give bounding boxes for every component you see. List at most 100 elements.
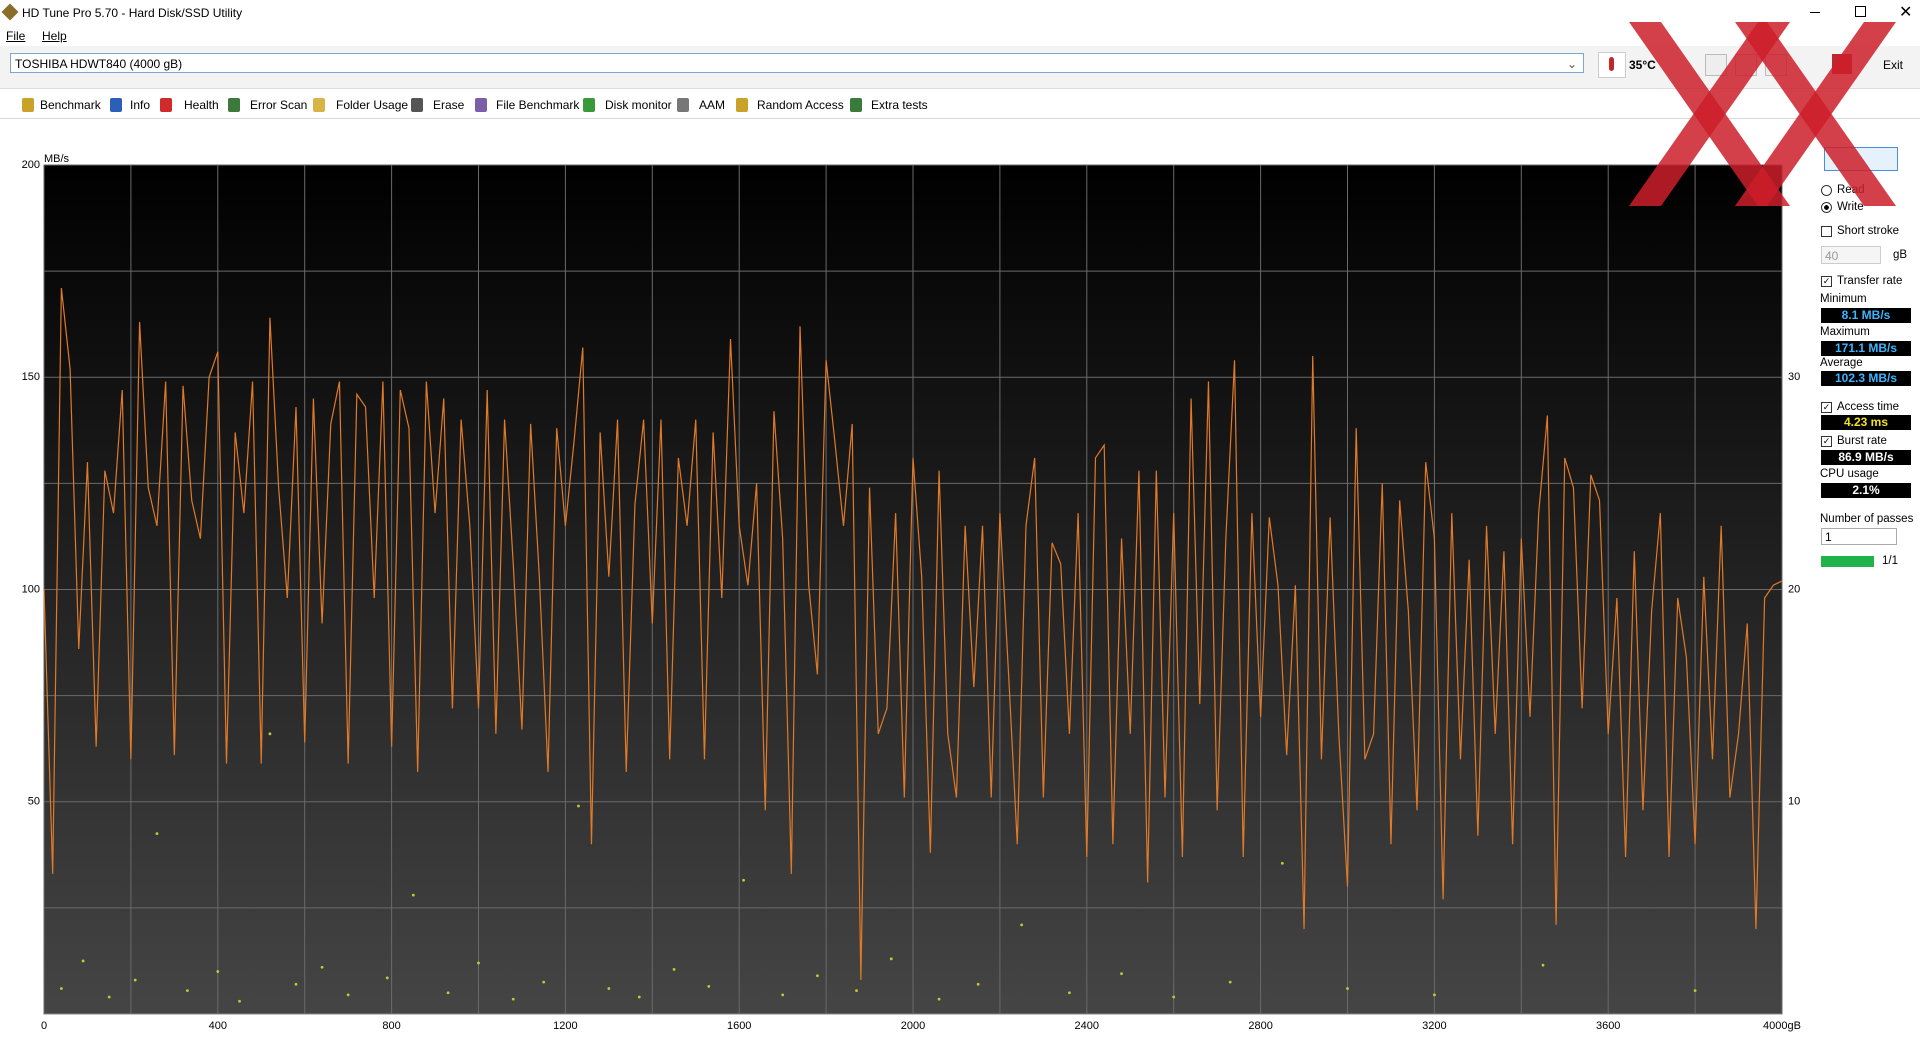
tab-icon — [475, 98, 487, 112]
tab[interactable]: File Benchmark — [496, 98, 580, 112]
short-stroke-label: Short stroke — [1837, 225, 1899, 237]
y-tick-label: 100 — [22, 583, 40, 595]
access-time-dot — [1172, 995, 1176, 999]
access-time-dot — [816, 974, 819, 978]
access-time-dot — [976, 982, 980, 986]
progress-text: 1/1 — [1882, 555, 1898, 567]
access-time-dot — [542, 980, 546, 984]
write-radio[interactable] — [1821, 202, 1832, 213]
stroke-size-input[interactable]: 40 — [1821, 246, 1881, 264]
menu-item[interactable]: File — [6, 29, 26, 43]
transfer-rate-line — [43, 288, 1783, 981]
access-time-dot — [781, 993, 785, 997]
access-time-dot — [107, 995, 111, 999]
short-stroke-checkbox[interactable] — [1821, 226, 1832, 237]
access-time-dot — [268, 732, 272, 736]
tab-icon — [850, 98, 862, 112]
access-time-dot — [1228, 980, 1232, 984]
access-time-dot — [59, 987, 63, 990]
start-button[interactable] — [1824, 147, 1898, 171]
tab-icon — [736, 98, 748, 112]
stat-label: Access time — [1837, 401, 1899, 413]
progress-bar — [1821, 556, 1874, 567]
access-time-dot — [1120, 972, 1123, 976]
x-tick-label: 400 — [209, 1020, 227, 1032]
y-tick-label: 200 — [22, 159, 40, 171]
access-time-dot — [855, 989, 858, 993]
y-tick-label: 50 — [28, 796, 40, 808]
passes-input[interactable]: 1 — [1821, 528, 1897, 545]
window-title: HD Tune Pro 5.70 - Hard Disk/SSD Utility — [22, 6, 243, 20]
access-time-dot — [511, 997, 515, 1001]
tab[interactable]: Benchmark — [40, 98, 101, 112]
tab[interactable]: Disk monitor — [605, 98, 672, 112]
tab-icon — [583, 98, 595, 112]
burst-rate-checkbox[interactable]: ✓ — [1821, 436, 1832, 447]
tab[interactable]: Erase — [433, 98, 465, 112]
drive-name: TOSHIBA HDWT840 (4000 gB) — [15, 57, 183, 71]
y2-tick-label: 10 — [1788, 796, 1800, 808]
tab[interactable]: Health — [184, 98, 219, 112]
access-time-dot — [1280, 861, 1284, 865]
write-label: Write — [1837, 201, 1864, 213]
access-time-dot — [1346, 987, 1349, 990]
x-tick-label: 2000 — [901, 1020, 925, 1032]
stat-value: 102.3 MB/s — [1821, 371, 1911, 386]
access-time-dot — [320, 965, 324, 969]
menu-item[interactable]: Help — [42, 29, 67, 43]
access-time-dot — [889, 957, 893, 961]
restore-button[interactable] — [1855, 6, 1866, 17]
exit-button[interactable]: Exit — [1883, 58, 1904, 72]
x-tick-label: 1200 — [553, 1020, 577, 1032]
access-time-dot — [81, 959, 85, 963]
tab[interactable]: Error Scan — [250, 98, 308, 112]
access-time-dot — [411, 893, 415, 897]
menu-bar: File Help — [0, 26, 1920, 46]
access-time-dot — [1068, 991, 1071, 995]
temperature-icon — [1598, 52, 1626, 78]
access-time-checkbox[interactable]: ✓ — [1821, 402, 1832, 413]
y-tick-label: 150 — [22, 371, 40, 383]
stat-value: 86.9 MB/s — [1821, 450, 1911, 465]
tab-icon — [160, 98, 172, 112]
access-time-dot — [185, 989, 189, 993]
x-tick-label: 1600 — [727, 1020, 751, 1032]
tab[interactable]: Random Access — [757, 98, 844, 112]
access-time-dot — [385, 976, 389, 980]
access-time-dot — [346, 993, 350, 997]
y2-tick-label: 30 — [1788, 371, 1800, 383]
tab[interactable]: Extra tests — [871, 98, 928, 112]
tab-icon — [313, 98, 325, 112]
read-label: Read — [1837, 184, 1865, 196]
access-time-dot — [155, 832, 159, 835]
access-time-dot — [1020, 923, 1024, 927]
x-tick-label: 2400 — [1075, 1020, 1099, 1032]
tab[interactable]: Folder Usage — [336, 98, 409, 112]
read-radio[interactable] — [1821, 185, 1832, 196]
close-button[interactable]: ✕ — [1899, 4, 1913, 21]
tab-icon — [22, 98, 34, 112]
access-time-dot — [577, 804, 580, 808]
access-time-dot — [742, 878, 745, 882]
tab-icon — [110, 98, 122, 112]
drive-select[interactable]: TOSHIBA HDWT840 (4000 gB) ⌄ — [10, 53, 1584, 73]
stat-label: CPU usage — [1820, 468, 1879, 480]
tab[interactable]: Info — [130, 98, 151, 112]
chart: MB/s 0 400 800 1200 1600 2000 2400 2800 3200 3600… — [22, 153, 1801, 1032]
tab[interactable]: AAM — [699, 98, 726, 112]
transfer-rate-checkbox[interactable]: ✓ — [1821, 276, 1832, 287]
x-tick-label: 3200 — [1422, 1020, 1446, 1032]
stat-value: 171.1 MB/s — [1821, 341, 1911, 356]
stat-label: Average — [1820, 357, 1863, 369]
tab-icon — [677, 98, 689, 112]
access-time-dot — [707, 985, 711, 988]
toolbar-icon[interactable] — [1832, 54, 1852, 74]
access-time-dot — [238, 999, 241, 1003]
stat-label: Minimum — [1820, 293, 1867, 305]
title-bar: HD Tune Pro 5.70 - Hard Disk/SSD Utility… — [0, 0, 1920, 26]
minimize-button[interactable] — [1810, 12, 1820, 13]
x-tick-label: 800 — [382, 1020, 400, 1032]
stat-label: Burst rate — [1837, 435, 1887, 447]
y2-tick-label: 20 — [1788, 583, 1800, 595]
access-time-dot — [133, 978, 137, 982]
